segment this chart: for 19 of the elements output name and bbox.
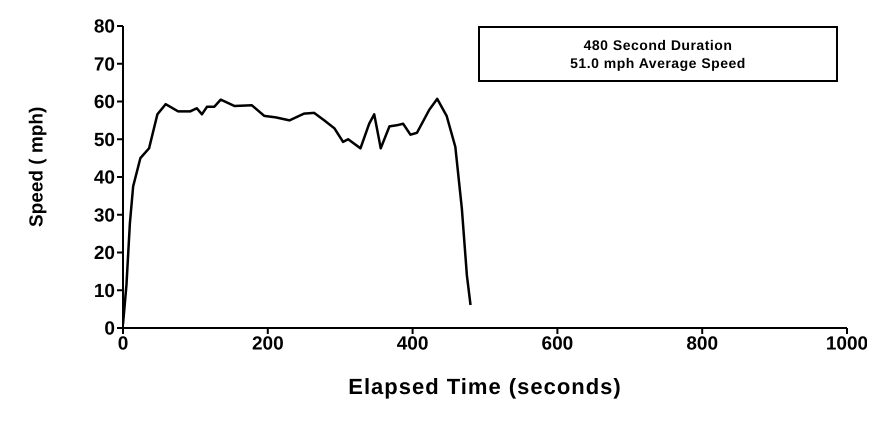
annotation: 51.0 mph Average Speed [569,54,747,72]
y-tick-label: 60 [94,92,115,114]
x-axis-title: Elapsed Time (seconds) [348,374,622,399]
x-tick-label: 200 [252,333,284,354]
annotation: 480 Second Duration [582,36,734,54]
x-tick-label: 400 [396,333,428,354]
y-axis-title: Speed ( mph) [26,106,48,227]
y-tick-label: 80 [94,16,115,38]
x-tick-label: 0 [118,333,128,354]
y-tick-label: 70 [94,54,115,76]
x-tick-label: 1000 [826,333,868,354]
x-tick-label: 800 [686,333,718,354]
y-tick-label: 0 [104,318,115,340]
y-tick-label: 50 [94,130,115,151]
y-tick-label: 40 [94,168,115,189]
x-tick-label: 600 [542,333,574,354]
y-tick-label: 10 [94,280,115,302]
y-tick-label: 30 [94,205,115,226]
y-tick-label: 20 [94,243,115,264]
